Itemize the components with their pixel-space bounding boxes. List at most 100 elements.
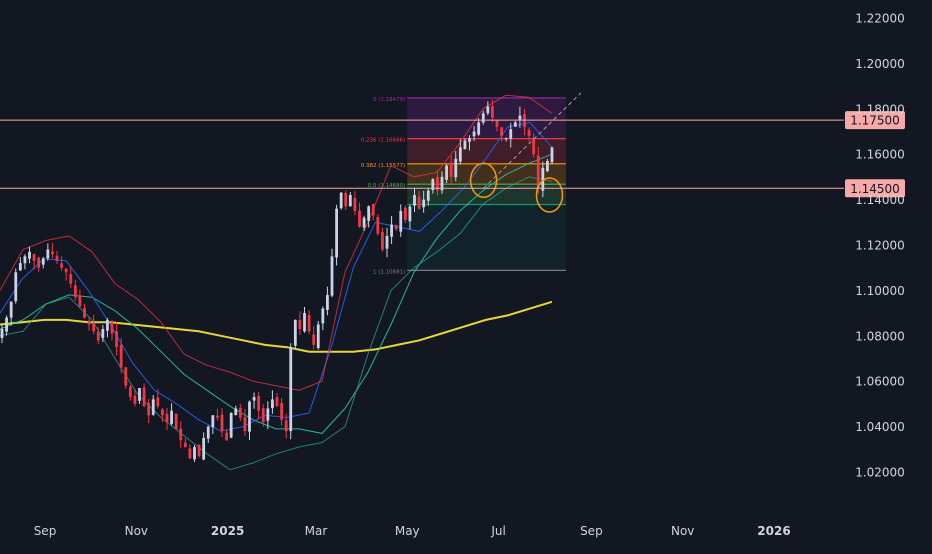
candle-body — [486, 106, 490, 114]
x-tick-label: Mar — [305, 524, 328, 538]
candle-body — [468, 138, 471, 142]
candle-body — [51, 251, 54, 255]
candle-body — [284, 420, 288, 432]
y-tick-label: 1.14000 — [855, 193, 905, 207]
candle-body — [202, 437, 206, 460]
fib-level-label: 0 (1.18479) — [373, 97, 405, 103]
candle-body — [206, 426, 210, 439]
horizontal-lines[interactable]: 1.17500 1.14500 — [0, 111, 905, 198]
x-tick-label: 2025 — [211, 524, 244, 538]
candle-body — [339, 192, 343, 209]
candle-body — [55, 255, 59, 261]
candle-body — [431, 179, 435, 191]
candle-body — [5, 317, 8, 332]
candle-body — [46, 249, 50, 259]
x-tick-label: Sep — [580, 524, 603, 538]
candle-body — [472, 131, 476, 137]
candle-body — [477, 122, 481, 135]
candle-body — [106, 319, 109, 331]
candle-body — [156, 397, 160, 407]
candle-body — [115, 331, 118, 348]
fibonacci-retracement[interactable]: 0 (1.18479) 0.236 (1.16686) 0.382 (1.15577… — [361, 97, 566, 275]
candle-body — [408, 206, 412, 222]
candle-body — [37, 257, 41, 268]
candle-body — [165, 413, 169, 423]
y-tick-label: 1.20000 — [855, 57, 905, 71]
candle-body — [316, 324, 320, 349]
x-tick-label: Jul — [490, 524, 505, 538]
candle-body — [344, 192, 348, 207]
candle-body — [385, 235, 389, 249]
candle-body — [275, 397, 279, 407]
candle-body — [303, 313, 306, 332]
fib-zone — [407, 204, 566, 271]
candle-body — [500, 127, 503, 137]
candle-body — [454, 158, 458, 178]
candle-body — [133, 395, 137, 404]
annotations[interactable] — [469, 92, 582, 213]
y-tick-label: 1.06000 — [855, 375, 905, 389]
moving-average-line — [0, 153, 553, 434]
moving-average-line — [0, 300, 553, 353]
y-tick-label: 1.16000 — [855, 148, 905, 162]
candle-body — [151, 399, 155, 415]
candle-body — [495, 120, 499, 127]
y-tick-label: 1.08000 — [855, 329, 905, 343]
candle-body — [394, 225, 398, 230]
candle-body — [491, 105, 494, 118]
candle-body — [390, 224, 393, 237]
highlight-circle — [535, 177, 564, 213]
candle-body — [78, 295, 82, 307]
y-tick-label: 1.02000 — [855, 466, 905, 480]
y-axis[interactable]: 1.22000 1.20000 1.18000 1.16000 1.14000 1.120… — [855, 12, 905, 480]
candle-body — [504, 138, 508, 140]
candle-body — [216, 415, 219, 418]
candle-body — [0, 328, 4, 339]
candle-body — [211, 415, 215, 428]
candle-body — [312, 334, 316, 345]
candle-body — [513, 122, 517, 127]
x-axis[interactable]: Sep Nov 2025 Mar May Jul Sep Nov 2026 — [34, 524, 791, 538]
candle-body — [101, 328, 105, 339]
candle-body — [64, 268, 68, 273]
candle-body — [481, 113, 485, 123]
moving-average-line — [0, 121, 553, 432]
candle-body — [362, 217, 366, 228]
fib-zone — [407, 97, 566, 139]
candle-body — [197, 445, 201, 457]
candle-body — [9, 301, 13, 318]
candle-body — [243, 417, 247, 432]
candle-body — [142, 387, 146, 407]
candle-body — [83, 308, 86, 318]
candle-body — [280, 402, 283, 420]
candle-body — [14, 272, 18, 302]
x-tick-label: May — [395, 524, 420, 538]
candle-body — [234, 408, 238, 416]
candle-body — [326, 294, 329, 310]
candle-body — [18, 263, 22, 271]
candle-body — [541, 167, 545, 191]
candle-body — [463, 140, 467, 150]
candle-body — [271, 399, 274, 409]
candle-body — [330, 256, 334, 296]
candle-body — [110, 322, 114, 334]
candle-body — [188, 448, 192, 459]
candle-body — [73, 285, 77, 298]
candle-body — [229, 412, 233, 438]
candle-body — [532, 139, 536, 155]
candle-body — [147, 402, 151, 416]
candle-body — [445, 165, 448, 180]
candle-body — [225, 432, 228, 441]
candle-body — [252, 397, 256, 401]
candle-body — [161, 409, 164, 416]
candle-body — [422, 199, 426, 208]
candle-body — [436, 176, 439, 191]
candle-body — [128, 386, 132, 398]
candle-body — [536, 155, 540, 189]
candle-body — [458, 147, 462, 162]
candle-body — [298, 320, 302, 329]
candle-body — [220, 414, 224, 432]
candle-body — [261, 408, 265, 423]
